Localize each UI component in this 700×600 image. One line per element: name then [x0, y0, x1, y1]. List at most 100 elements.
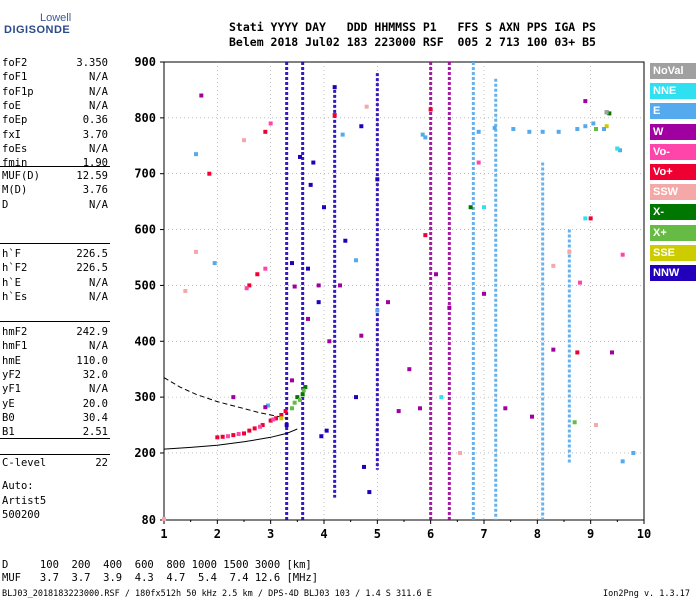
point-e	[618, 148, 622, 153]
y-tick-label: 300	[134, 390, 156, 404]
point-ssw	[458, 450, 462, 455]
param-value: 3.70	[82, 128, 108, 141]
point-nnw	[311, 160, 316, 165]
param-value: 12.59	[76, 170, 108, 182]
point-w	[530, 414, 534, 419]
param-value: 226.5	[76, 262, 108, 275]
point-x	[572, 420, 577, 425]
param-row-yf1: yF1 N/A	[2, 383, 108, 397]
param-name: foF1p	[2, 85, 34, 98]
point-vo	[423, 233, 428, 238]
param-name: hmF2	[2, 326, 28, 338]
point-vo	[236, 431, 241, 436]
param-row-ye: yE 20.0	[2, 398, 108, 412]
point-x	[594, 127, 598, 132]
separator-line	[0, 243, 110, 244]
point-nnw	[359, 124, 364, 129]
point-w	[503, 406, 508, 411]
point-nnw	[322, 205, 326, 210]
y-tick-label: 400	[134, 334, 156, 348]
point-nnw	[290, 261, 294, 266]
point-nnw	[367, 490, 372, 495]
point-x	[303, 385, 308, 390]
point-vo	[258, 424, 262, 429]
param-row-hf2: h`F2 226.5	[2, 262, 108, 276]
point-e	[420, 132, 425, 137]
param-value: 30.4	[82, 411, 108, 424]
point-x	[607, 111, 612, 116]
legend-item-x: X+	[650, 224, 696, 241]
point-nnw	[332, 85, 337, 90]
point-vo	[332, 113, 337, 118]
x-tick-label: 5	[374, 527, 381, 541]
point-e	[340, 132, 345, 137]
point-vo	[263, 266, 268, 271]
param-value: N/A	[89, 99, 108, 112]
param-row-foep: foEp 0.36	[2, 114, 108, 128]
param-row-hes: h`Es N/A	[2, 291, 108, 305]
legend-item-noval: NoVal	[650, 63, 696, 79]
x-tick-label: 2	[214, 527, 221, 541]
point-w	[396, 409, 401, 414]
param-row-fof2: foF2 3.350	[2, 57, 108, 71]
param-row-mufd: MUF(D) 12.59	[2, 170, 108, 184]
param-row-fof1p: foF1p N/A	[2, 86, 108, 100]
point-vo	[247, 428, 252, 433]
point-vo	[279, 412, 284, 417]
point-vo	[244, 286, 249, 291]
param-name: foF1	[2, 71, 28, 84]
param-row-yf2: yF2 32.0	[2, 369, 108, 383]
point-vo	[255, 272, 260, 277]
legend-item-sse: SSE	[650, 244, 696, 261]
point-vo	[428, 107, 433, 112]
point-ssw	[364, 104, 369, 109]
param-name: h`F	[2, 248, 21, 260]
legend-item-x: X-	[650, 204, 696, 221]
y-tick-label: 600	[134, 223, 156, 237]
param-value: 242.9	[76, 326, 108, 338]
param-name: foE	[2, 99, 21, 112]
param-value: N/A	[89, 85, 108, 98]
footer-version: Ion2Png v. 1.3.17	[603, 589, 690, 599]
point-nnw	[375, 177, 380, 182]
point-e	[556, 129, 561, 134]
point-w	[292, 284, 297, 289]
param-row-hme: hmE 110.0	[2, 355, 108, 369]
point-vo	[271, 417, 276, 422]
param-row-he: h`E N/A	[2, 277, 108, 291]
x-tick-label: 3	[267, 527, 274, 541]
point-e	[375, 308, 380, 313]
point-nnw	[324, 428, 329, 433]
point-vo	[283, 409, 288, 414]
point-x	[290, 406, 294, 411]
point-vo	[268, 418, 273, 423]
x-tick-label: 10	[637, 527, 651, 541]
param-row-md: M(D) 3.76	[2, 184, 108, 198]
param-name: B1	[2, 426, 15, 439]
param-value: N/A	[89, 276, 108, 289]
point-x	[295, 395, 300, 400]
auto-line: Auto:	[2, 480, 34, 492]
separator-line	[0, 321, 110, 322]
x-tick-label: 4	[320, 527, 327, 541]
point-nnw	[316, 300, 321, 305]
logo-digisonde: DIGISONDE	[4, 24, 71, 36]
separator-line	[0, 166, 110, 167]
point-e	[602, 127, 606, 132]
point-sse	[279, 416, 284, 421]
point-w	[306, 316, 310, 321]
param-value: 0.36	[82, 114, 108, 127]
point-vo	[252, 426, 257, 431]
y-tick-label: 500	[134, 278, 156, 292]
param-name: h`E	[2, 276, 21, 289]
param-name: M(D)	[2, 184, 28, 197]
point-vo	[588, 216, 593, 221]
param-name: fxI	[2, 128, 21, 141]
param-name: B0	[2, 411, 15, 424]
point-e	[575, 127, 580, 132]
point-e	[423, 135, 428, 140]
param-row-foe: foE N/A	[2, 100, 108, 114]
point-nnw	[284, 423, 289, 428]
point-nnw	[319, 434, 324, 439]
